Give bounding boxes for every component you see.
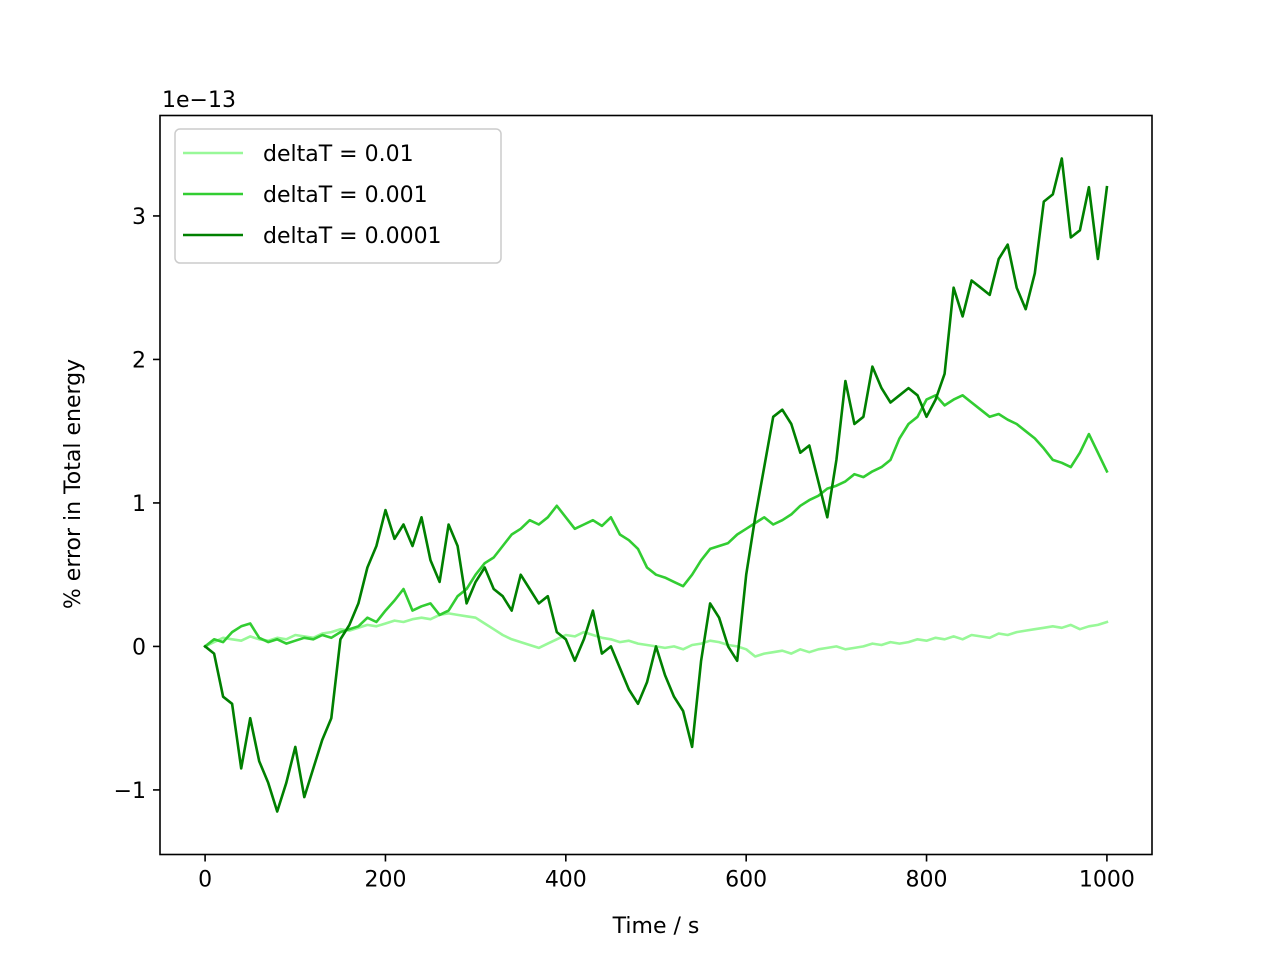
y-tick-label: −1: [114, 779, 146, 804]
x-tick-label: 800: [906, 868, 948, 893]
legend-label-3: deltaT = 0.0001: [263, 224, 442, 249]
y-tick-label: 3: [132, 205, 146, 230]
y-offset-label: 1e−13: [162, 88, 236, 113]
y-tick-label: 1: [132, 492, 146, 517]
x-tick-label: 0: [198, 868, 212, 893]
series-layer: [203, 157, 1109, 813]
plot-frame: [159, 114, 1153, 856]
x-tick-label: 200: [364, 868, 406, 893]
x-tick-label: 600: [725, 868, 767, 893]
y-tick-label: 2: [132, 348, 146, 373]
x-tick-label: 1000: [1079, 868, 1135, 893]
y-axis-label: % error in Total energy: [61, 359, 86, 609]
x-axis-label: Time / s: [612, 914, 700, 939]
legend-label-1: deltaT = 0.01: [263, 142, 414, 167]
series-line-3: [203, 157, 1109, 813]
x-tick-label: 400: [545, 868, 587, 893]
y-tick-label: 0: [132, 635, 146, 660]
y-axis: −1 0 1 2 3: [114, 205, 160, 804]
series-line-2: [203, 394, 1109, 649]
x-axis: 0 200 400 600 800 1000: [198, 854, 1135, 893]
legend-box: [174, 128, 502, 264]
legend-label-2: deltaT = 0.001: [263, 183, 428, 208]
legend: deltaT = 0.01 deltaT = 0.001 deltaT = 0.00…: [174, 128, 502, 264]
